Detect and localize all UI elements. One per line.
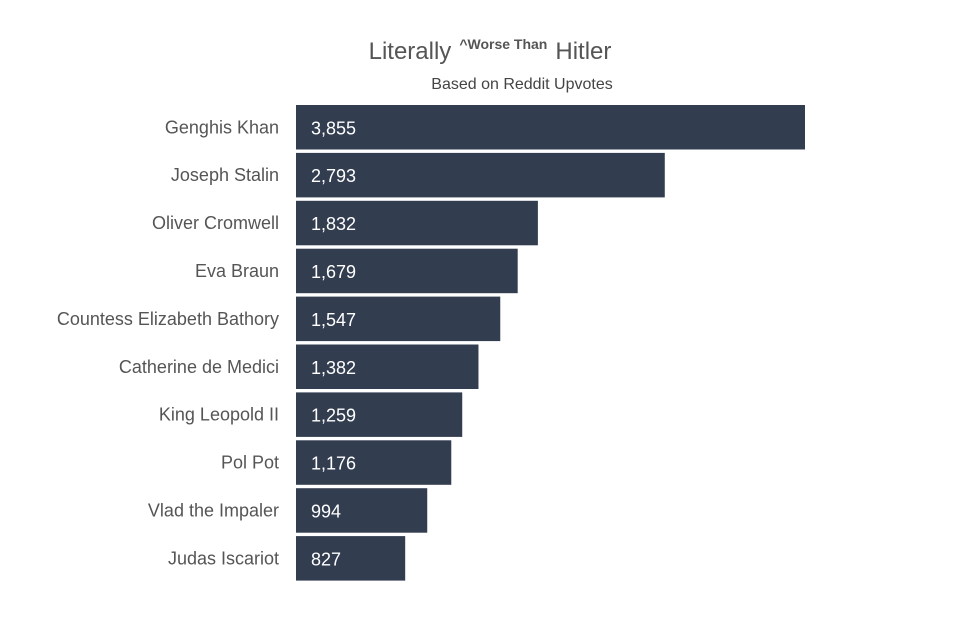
category-label: Genghis Khan [165,117,279,137]
value-label: 1,382 [311,358,356,378]
chart-title-superscript: ^Worse Than [459,36,548,52]
category-label: King Leopold II [159,405,279,425]
value-label: 1,832 [311,214,356,234]
category-label: Pol Pot [221,453,279,473]
value-label: 1,259 [311,406,356,426]
bar-eva-braun [296,248,518,294]
chart-title: Literally ^Worse Than Hitler [0,36,980,66]
value-label: 827 [311,549,341,569]
bar-judas-iscariot [296,536,406,581]
value-label: 994 [311,501,341,521]
category-label: Joseph Stalin [171,165,279,185]
value-label: 1,547 [311,310,356,330]
bar-pol-pot [296,440,452,485]
chart-title-part1: Literally [368,38,452,65]
category-label: Catherine de Medici [119,357,279,377]
bar-genghis-khan [296,105,805,150]
value-label: 2,793 [311,166,356,186]
bar-king-leopold-ii [296,392,463,437]
bar-catherine-de-medici [296,344,479,389]
bar-oliver-cromwell [296,200,538,246]
bar-joseph-stalin [296,152,665,198]
chart-subtitle: Based on Reddit Upvotes [431,76,613,93]
category-label: Countess Elizabeth Bathory [57,309,279,329]
chart-title-part2: Hitler [555,38,612,65]
category-label: Vlad the Impaler [148,500,279,520]
value-label: 1,679 [311,262,356,282]
category-label: Judas Iscariot [168,548,279,568]
category-label: Eva Braun [195,261,279,281]
bar-vlad-the-impaler [296,488,428,533]
bar-countess-elizabeth-bathory [296,296,501,342]
value-label: 3,855 [311,118,356,138]
value-label: 1,176 [311,454,356,474]
category-label: Oliver Cromwell [152,213,279,233]
